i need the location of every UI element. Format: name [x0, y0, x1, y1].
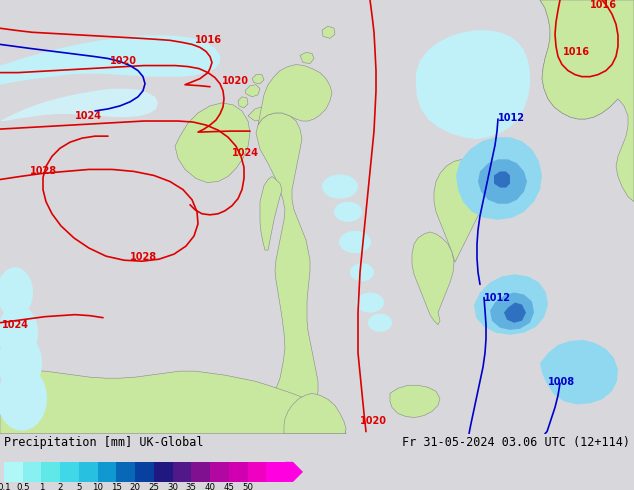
Text: 10: 10 [92, 483, 103, 490]
Bar [247, 462, 266, 482]
Text: 40: 40 [205, 483, 216, 490]
Polygon shape [412, 232, 454, 325]
Text: 1012: 1012 [498, 113, 525, 123]
FancyArrow shape [285, 462, 303, 482]
Polygon shape [175, 103, 250, 183]
Text: 1016: 1016 [590, 0, 617, 10]
Ellipse shape [322, 174, 358, 198]
Text: 1024: 1024 [2, 320, 29, 330]
Bar [79, 462, 98, 482]
Bar [229, 462, 247, 482]
Polygon shape [0, 0, 220, 85]
Bar [41, 462, 60, 482]
Text: 45: 45 [223, 483, 235, 490]
Ellipse shape [350, 263, 374, 281]
Ellipse shape [339, 231, 371, 253]
Polygon shape [390, 385, 440, 417]
Bar [266, 462, 285, 482]
Polygon shape [252, 74, 264, 84]
Polygon shape [504, 302, 526, 323]
Ellipse shape [0, 305, 38, 361]
Text: 1016: 1016 [195, 35, 222, 46]
Polygon shape [258, 65, 332, 125]
Ellipse shape [0, 333, 42, 393]
Ellipse shape [0, 366, 47, 431]
Polygon shape [300, 52, 314, 64]
Polygon shape [284, 393, 346, 434]
Text: 30: 30 [167, 483, 178, 490]
Polygon shape [322, 26, 335, 38]
Ellipse shape [334, 202, 362, 222]
Bar [135, 462, 154, 482]
Text: 1: 1 [39, 483, 44, 490]
Polygon shape [474, 274, 548, 335]
Polygon shape [256, 113, 318, 423]
Text: 1008: 1008 [548, 377, 575, 387]
Text: 1028: 1028 [130, 252, 157, 262]
Polygon shape [0, 371, 346, 434]
Bar [98, 462, 117, 482]
Polygon shape [490, 293, 534, 330]
Bar [4, 462, 23, 482]
Bar [172, 462, 191, 482]
Text: Precipitation [mm] UK-Global: Precipitation [mm] UK-Global [4, 436, 204, 449]
Text: 5: 5 [76, 483, 82, 490]
Bar [23, 462, 41, 482]
Text: 1020: 1020 [222, 75, 249, 86]
Bar [210, 462, 229, 482]
Polygon shape [456, 137, 542, 220]
Text: 0.5: 0.5 [16, 483, 30, 490]
Polygon shape [0, 66, 158, 121]
Polygon shape [238, 97, 248, 108]
Polygon shape [260, 176, 282, 250]
Polygon shape [494, 172, 510, 188]
Text: 1024: 1024 [232, 148, 259, 158]
Text: 25: 25 [148, 483, 159, 490]
Bar [60, 462, 79, 482]
Polygon shape [540, 0, 634, 202]
Polygon shape [540, 0, 631, 119]
Polygon shape [478, 159, 527, 204]
Text: 2: 2 [58, 483, 63, 490]
Bar [154, 462, 172, 482]
Text: 1020: 1020 [360, 416, 387, 426]
Text: 1028: 1028 [30, 167, 57, 176]
Ellipse shape [356, 293, 384, 313]
Text: 15: 15 [111, 483, 122, 490]
Text: 1012: 1012 [484, 293, 511, 302]
Text: 0.1: 0.1 [0, 483, 11, 490]
Text: 1016: 1016 [563, 48, 590, 57]
Text: Fr 31-05-2024 03.06 UTC (12+114): Fr 31-05-2024 03.06 UTC (12+114) [402, 436, 630, 449]
Ellipse shape [0, 267, 33, 318]
Text: 50: 50 [242, 483, 253, 490]
Text: 1020: 1020 [110, 55, 137, 66]
Text: 35: 35 [186, 483, 197, 490]
Text: 20: 20 [129, 483, 141, 490]
Polygon shape [245, 85, 260, 97]
Ellipse shape [368, 314, 392, 332]
Polygon shape [434, 159, 486, 262]
Polygon shape [248, 107, 268, 121]
Bar [117, 462, 135, 482]
Polygon shape [416, 30, 530, 139]
Text: 1024: 1024 [75, 111, 102, 121]
Polygon shape [540, 340, 618, 404]
Bar [191, 462, 210, 482]
